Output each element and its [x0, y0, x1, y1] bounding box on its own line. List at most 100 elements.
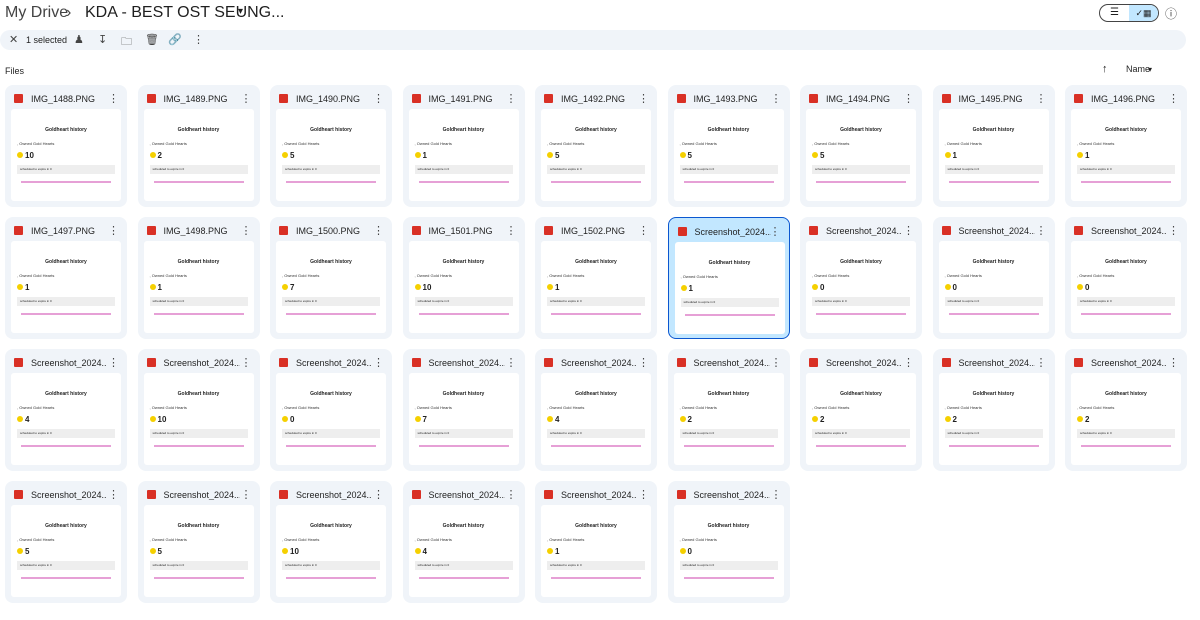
file-card[interactable]: Screenshot_2024... ⋮ Goldheart history , Ow…: [5, 481, 127, 603]
file-name: Screenshot_2024...: [31, 490, 107, 500]
list-view[interactable]: ☰: [1110, 7, 1119, 18]
file-card[interactable]: Screenshot_2024... ⋮ Goldheart history , Ow…: [270, 481, 392, 603]
file-menu[interactable]: ⋮: [108, 489, 119, 501]
file-card[interactable]: IMG_1500.PNG ⋮ Goldheart history , Owned Go…: [270, 217, 392, 339]
file-card[interactable]: Screenshot_2024... ⋮ Goldheart history , Ow…: [137, 349, 260, 471]
file-menu[interactable]: ⋮: [108, 357, 119, 369]
thumb-title: Goldheart history: [972, 127, 1015, 133]
file-card[interactable]: Screenshot_2024... ⋮ Goldheart history , Ow…: [402, 349, 525, 471]
file-card[interactable]: Screenshot_2024... ⋮ Goldheart history , Ow…: [667, 481, 790, 603]
file-menu[interactable]: ⋮: [770, 489, 782, 501]
file-menu[interactable]: ⋮: [770, 93, 782, 105]
file-card[interactable]: Screenshot_2024... ⋮ Goldheart history , Ow…: [667, 349, 790, 471]
file-card[interactable]: IMG_1496.PNG ⋮ Goldheart history , Owned Go…: [1065, 85, 1187, 207]
file-menu[interactable]: ⋮: [903, 225, 914, 237]
more-button[interactable]: ⋮: [193, 34, 204, 46]
file-menu[interactable]: ⋮: [505, 489, 517, 501]
file-menu[interactable]: ⋮: [240, 93, 252, 105]
file-card[interactable]: Screenshot_2024... ⋮ Goldheart history , Ow…: [5, 349, 127, 471]
file-name: Screenshot_2024...: [693, 490, 770, 500]
folder-menu[interactable]: ▾: [238, 6, 244, 17]
thumb-title: Goldheart history: [972, 259, 1015, 265]
thumb-note: [21, 577, 111, 579]
file-menu[interactable]: ⋮: [638, 225, 649, 237]
thumb-owned: , Owned Gold Hearts: [149, 141, 187, 146]
file-card[interactable]: Screenshot_2024... ⋮ Goldheart history , Ow…: [667, 217, 790, 339]
file-menu[interactable]: ⋮: [1168, 357, 1179, 369]
file-card[interactable]: IMG_1490.PNG ⋮ Goldheart history , Owned Go…: [270, 85, 392, 207]
file-menu[interactable]: ⋮: [240, 357, 252, 369]
thumb-title: Goldheart history: [177, 391, 220, 397]
file-menu[interactable]: ⋮: [373, 489, 384, 501]
sort-field[interactable]: Name: [1126, 64, 1151, 74]
thumb-count: 4: [414, 547, 427, 556]
file-icon: [14, 226, 23, 235]
move-button[interactable]: 🗀: [121, 36, 132, 48]
heart-icon: [1077, 284, 1083, 290]
file-menu[interactable]: ⋮: [769, 226, 781, 238]
file-card[interactable]: IMG_1488.PNG ⋮ Goldheart history , Owned Go…: [5, 85, 127, 207]
breadcrumb-folder[interactable]: KDA - BEST OST SEUNG...: [85, 4, 285, 21]
file-card[interactable]: IMG_1495.PNG ⋮ Goldheart history , Owned Go…: [932, 85, 1055, 207]
thumb-count: 1: [547, 547, 559, 556]
file-card[interactable]: IMG_1502.PNG ⋮ Goldheart history , Owned Go…: [535, 217, 657, 339]
file-card[interactable]: Screenshot_2024... ⋮ Goldheart history , Ow…: [800, 217, 922, 339]
clear-selection[interactable]: ✕: [9, 34, 19, 46]
file-card[interactable]: Screenshot_2024... ⋮ Goldheart history , Ow…: [932, 349, 1055, 471]
file-menu[interactable]: ⋮: [638, 357, 649, 369]
file-menu[interactable]: ⋮: [1035, 357, 1047, 369]
count: 4: [25, 415, 30, 424]
file-menu[interactable]: ⋮: [108, 225, 119, 237]
file-menu[interactable]: ⋮: [903, 93, 914, 105]
file-menu[interactable]: ⋮: [505, 357, 517, 369]
info-button[interactable]: ⓘ: [1165, 7, 1178, 21]
thumb-note: [1081, 445, 1171, 447]
share-button[interactable]: ♟: [74, 34, 84, 46]
file-name: IMG_1495.PNG: [958, 94, 1023, 104]
file-menu[interactable]: ⋮: [770, 357, 782, 369]
file-menu[interactable]: ⋮: [108, 93, 119, 105]
view-toggle[interactable]: ☰ ✓▦: [1099, 4, 1159, 22]
file-menu[interactable]: ⋮: [505, 225, 517, 237]
thumb-count: 7: [282, 283, 294, 292]
file-card[interactable]: Screenshot_2024... ⋮ Goldheart history , Ow…: [800, 349, 922, 471]
breadcrumb-root[interactable]: My Drive: [5, 4, 69, 21]
delete-button[interactable]: 🗑: [145, 34, 159, 46]
file-card[interactable]: Screenshot_2024... ⋮ Goldheart history , Ow…: [402, 481, 525, 603]
file-card[interactable]: IMG_1492.PNG ⋮ Goldheart history , Owned Go…: [535, 85, 657, 207]
link-button[interactable]: 🔗: [168, 34, 182, 46]
file-menu[interactable]: ⋮: [1035, 225, 1047, 237]
sort-menu[interactable]: ▾: [1148, 65, 1153, 74]
file-card[interactable]: IMG_1501.PNG ⋮ Goldheart history , Owned Go…: [402, 217, 525, 339]
file-name: Screenshot_2024...: [31, 358, 107, 368]
file-menu[interactable]: ⋮: [240, 225, 252, 237]
file-menu[interactable]: ⋮: [1168, 93, 1179, 105]
file-menu[interactable]: ⋮: [240, 489, 252, 501]
file-menu[interactable]: ⋮: [638, 489, 649, 501]
file-card[interactable]: IMG_1494.PNG ⋮ Goldheart history , Owned Go…: [800, 85, 922, 207]
file-card[interactable]: Screenshot_2024... ⋮ Goldheart history , Ow…: [270, 349, 392, 471]
file-card[interactable]: IMG_1497.PNG ⋮ Goldheart history , Owned Go…: [5, 217, 127, 339]
grid-view[interactable]: ✓▦: [1129, 5, 1158, 21]
file-card[interactable]: Screenshot_2024... ⋮ Goldheart history , Ow…: [535, 481, 657, 603]
file-menu[interactable]: ⋮: [373, 357, 384, 369]
file-card[interactable]: IMG_1493.PNG ⋮ Goldheart history , Owned Go…: [667, 85, 790, 207]
download-button[interactable]: ↧: [98, 34, 108, 46]
thumbnail: Goldheart history , Owned Gold Hearts 10 sc…: [11, 109, 121, 201]
file-card[interactable]: Screenshot_2024... ⋮ Goldheart history , Ow…: [1065, 349, 1187, 471]
file-menu[interactable]: ⋮: [373, 225, 384, 237]
file-card[interactable]: Screenshot_2024... ⋮ Goldheart history , Ow…: [535, 349, 657, 471]
file-card[interactable]: IMG_1498.PNG ⋮ Goldheart history , Owned Go…: [137, 217, 260, 339]
file-card[interactable]: IMG_1489.PNG ⋮ Goldheart history , Owned Go…: [137, 85, 260, 207]
file-card[interactable]: Screenshot_2024... ⋮ Goldheart history , Ow…: [137, 481, 260, 603]
file-card[interactable]: IMG_1491.PNG ⋮ Goldheart history , Owned Go…: [402, 85, 525, 207]
file-menu[interactable]: ⋮: [638, 93, 649, 105]
file-menu[interactable]: ⋮: [1168, 225, 1179, 237]
file-menu[interactable]: ⋮: [903, 357, 914, 369]
sort-direction[interactable]: ↑: [1102, 63, 1108, 75]
file-menu[interactable]: ⋮: [505, 93, 517, 105]
file-menu[interactable]: ⋮: [373, 93, 384, 105]
file-card[interactable]: Screenshot_2024... ⋮ Goldheart history , Ow…: [932, 217, 1055, 339]
file-menu[interactable]: ⋮: [1035, 93, 1047, 105]
file-card[interactable]: Screenshot_2024... ⋮ Goldheart history , Ow…: [1065, 217, 1187, 339]
